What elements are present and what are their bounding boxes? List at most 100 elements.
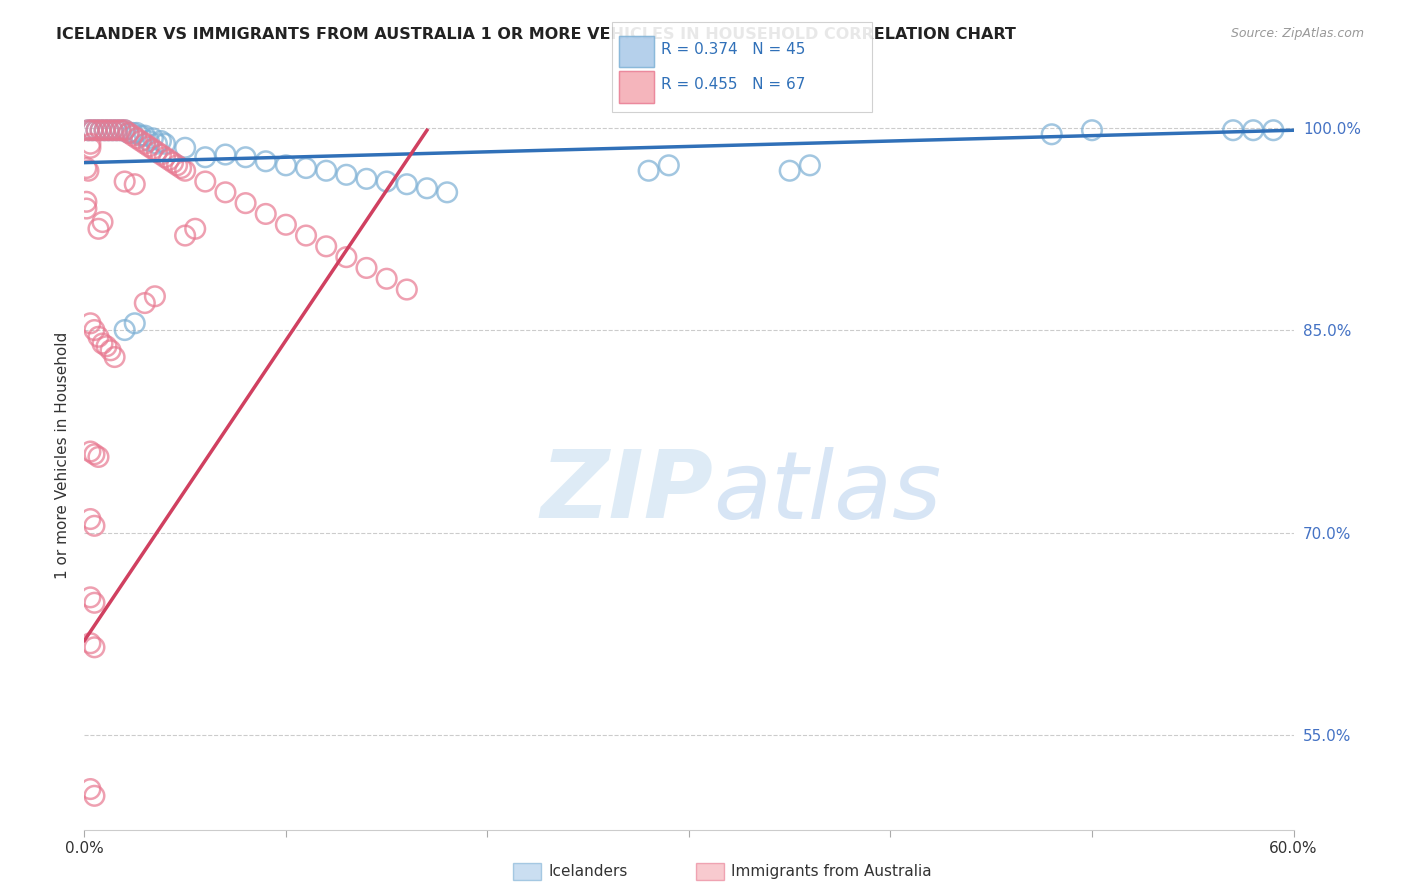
Point xyxy=(96,339,118,353)
Point xyxy=(1241,123,1264,137)
Point xyxy=(194,150,217,164)
Point xyxy=(375,271,398,285)
Point xyxy=(86,123,108,137)
Text: Icelanders: Icelanders xyxy=(548,864,627,879)
Point xyxy=(77,123,100,137)
Point xyxy=(184,221,207,235)
Point xyxy=(105,123,128,137)
Point xyxy=(174,228,197,243)
Point xyxy=(146,145,169,159)
Point xyxy=(274,158,297,172)
Text: Source: ZipAtlas.com: Source: ZipAtlas.com xyxy=(1230,27,1364,40)
Point xyxy=(121,128,143,143)
Point xyxy=(93,123,115,137)
Point xyxy=(254,207,277,221)
Point xyxy=(375,175,398,189)
Point xyxy=(779,163,801,178)
Point xyxy=(83,518,105,533)
Point xyxy=(83,789,105,803)
Point xyxy=(114,323,136,337)
Point xyxy=(142,131,165,145)
Point xyxy=(77,123,100,137)
Point xyxy=(142,142,165,156)
Point xyxy=(79,512,101,526)
Point xyxy=(153,136,176,151)
Point xyxy=(1040,128,1063,142)
Point xyxy=(129,128,152,143)
Text: ICELANDER VS IMMIGRANTS FROM AUSTRALIA 1 OR MORE VEHICLES IN HOUSEHOLD CORRELATI: ICELANDER VS IMMIGRANTS FROM AUSTRALIA 1… xyxy=(56,27,1017,42)
Point xyxy=(174,141,197,155)
Point xyxy=(637,163,659,178)
Point xyxy=(1263,123,1285,137)
Point xyxy=(87,221,110,235)
Point xyxy=(295,228,318,243)
Point xyxy=(101,123,124,137)
Text: R = 0.374   N = 45: R = 0.374 N = 45 xyxy=(661,42,806,56)
Point xyxy=(153,150,176,164)
Point xyxy=(395,283,418,297)
Point xyxy=(93,123,115,137)
Point xyxy=(82,123,104,137)
Point xyxy=(436,186,458,200)
Point xyxy=(79,141,101,155)
Point xyxy=(138,134,160,148)
Point xyxy=(235,150,257,164)
Point xyxy=(89,123,111,137)
Point xyxy=(134,296,156,310)
Point xyxy=(295,161,318,175)
Point xyxy=(174,163,197,178)
Point xyxy=(91,336,114,351)
Point xyxy=(118,126,141,140)
Point xyxy=(91,215,114,229)
Point xyxy=(82,123,104,137)
Point xyxy=(124,316,146,330)
Point xyxy=(114,175,136,189)
Point xyxy=(89,123,111,137)
Point xyxy=(124,178,146,192)
Point xyxy=(315,239,337,253)
Point xyxy=(235,196,257,211)
Point xyxy=(104,350,127,364)
Point xyxy=(170,161,193,175)
Point xyxy=(254,154,277,169)
Point xyxy=(143,289,166,303)
Point xyxy=(79,782,101,797)
Point xyxy=(214,186,236,200)
Point xyxy=(129,134,152,148)
Y-axis label: 1 or more Vehicles in Household: 1 or more Vehicles in Household xyxy=(55,331,70,579)
Point xyxy=(214,147,236,161)
Point xyxy=(79,136,101,151)
Point xyxy=(315,163,337,178)
Point xyxy=(416,181,439,195)
Point xyxy=(83,596,105,610)
Point xyxy=(79,316,101,330)
Point xyxy=(110,123,132,137)
Point xyxy=(335,250,357,264)
Point xyxy=(79,636,101,650)
Point xyxy=(97,123,120,137)
Point xyxy=(274,218,297,232)
Point xyxy=(134,128,156,143)
Point xyxy=(356,171,378,186)
Point xyxy=(162,155,184,169)
Point xyxy=(75,194,97,209)
Point xyxy=(114,123,136,137)
Point xyxy=(395,178,418,192)
Point xyxy=(149,134,172,148)
Point xyxy=(77,163,100,178)
Point xyxy=(97,123,120,137)
Point xyxy=(87,450,110,464)
Point xyxy=(75,161,97,175)
Point xyxy=(114,123,136,137)
Point xyxy=(75,202,97,216)
Point xyxy=(125,126,148,140)
Point xyxy=(138,139,160,153)
Point xyxy=(1081,123,1104,137)
Text: R = 0.455   N = 67: R = 0.455 N = 67 xyxy=(661,78,806,92)
Point xyxy=(194,175,217,189)
Point xyxy=(121,126,143,140)
Text: atlas: atlas xyxy=(713,447,942,538)
Point xyxy=(799,158,821,172)
Point xyxy=(83,640,105,655)
Point xyxy=(83,323,105,337)
